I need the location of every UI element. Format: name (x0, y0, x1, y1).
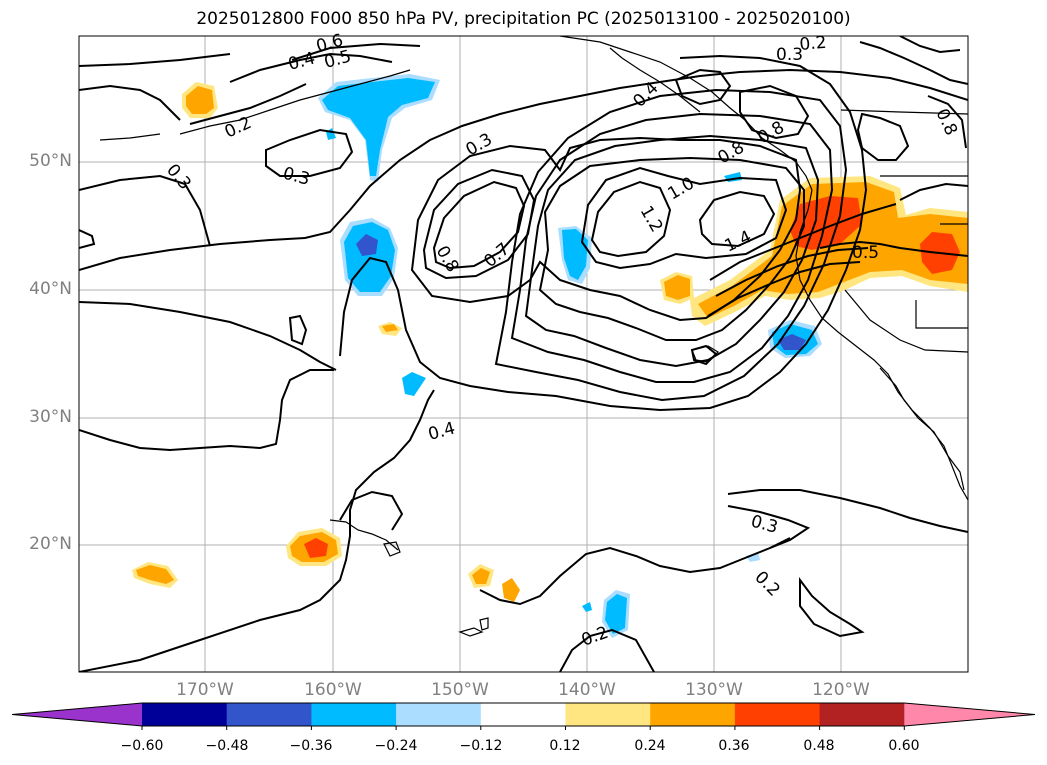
contour-label: 0.8 (715, 137, 748, 168)
contour-label: 0.3 (463, 129, 496, 160)
colorbar-tick-label: −0.60 (120, 738, 164, 754)
contour-label: 0.4 (286, 49, 317, 75)
colorbar-extend-min (12, 703, 142, 726)
colorbar-tick-label: 0.24 (634, 738, 666, 754)
contour-label: 0.2 (799, 33, 828, 55)
contour-label: 1.0 (665, 173, 698, 204)
colorbar-segment (480, 703, 566, 726)
colorbar-tick-label: 0.12 (549, 738, 581, 754)
contour-label: 0.2 (222, 113, 255, 143)
lon-label-130w: 130°W (685, 680, 743, 700)
colorbar-segment (142, 703, 228, 726)
gridlines (79, 36, 968, 672)
map-title: 2025012800 F000 850 hPa PV, precipitatio… (196, 9, 851, 29)
colorbar-segment (819, 703, 905, 726)
colorbar-tick-label: 0.36 (718, 738, 750, 754)
lat-label-50n: 50°N (29, 151, 72, 171)
lat-label-20n: 20°N (29, 534, 72, 554)
contour-label: 0.8 (931, 106, 961, 139)
contour-label: 0.5 (852, 243, 879, 263)
colorbar-tick-label: 0.60 (888, 738, 920, 754)
colorbar-tick-label: 0.48 (803, 738, 835, 754)
contour-label: 0.8 (432, 243, 463, 276)
colorbar-tick-label: −0.48 (205, 738, 249, 754)
lon-label-150w: 150°W (431, 680, 489, 700)
colorbar-segment (565, 703, 651, 726)
lon-label-160w: 160°W (304, 680, 362, 700)
contour-label: 0.3 (776, 45, 803, 65)
colorbar-segment (311, 703, 397, 726)
contour-label: 0.2 (750, 567, 783, 600)
colorbar-tick-label: −0.36 (289, 738, 333, 754)
lon-label-140w: 140°W (558, 680, 616, 700)
contour-label: 0.3 (281, 164, 312, 190)
positive-precip-patches (132, 82, 968, 602)
contour-label: 1.2 (636, 203, 667, 236)
colorbar (11, 702, 1036, 730)
contour-label: 0.3 (162, 160, 195, 194)
lon-label-170w: 170°W (176, 680, 234, 700)
pv-contours (79, 36, 968, 672)
colorbar-segment (650, 703, 736, 726)
colorbar-segment (734, 703, 821, 726)
map-frame (78, 35, 969, 673)
colorbar-tick-label: −0.12 (459, 738, 503, 754)
colorbar-segment (396, 703, 482, 726)
colorbar-extend-max (904, 703, 1035, 726)
lon-label-120w: 120°W (812, 680, 870, 700)
colorbar-segment (226, 703, 312, 726)
lat-label-30n: 30°N (29, 407, 72, 427)
contour-label: 0.7 (480, 239, 514, 272)
contour-label: 0.4 (426, 419, 457, 445)
colorbar-tick-label: −0.24 (374, 738, 418, 754)
lat-label-40n: 40°N (29, 279, 72, 299)
